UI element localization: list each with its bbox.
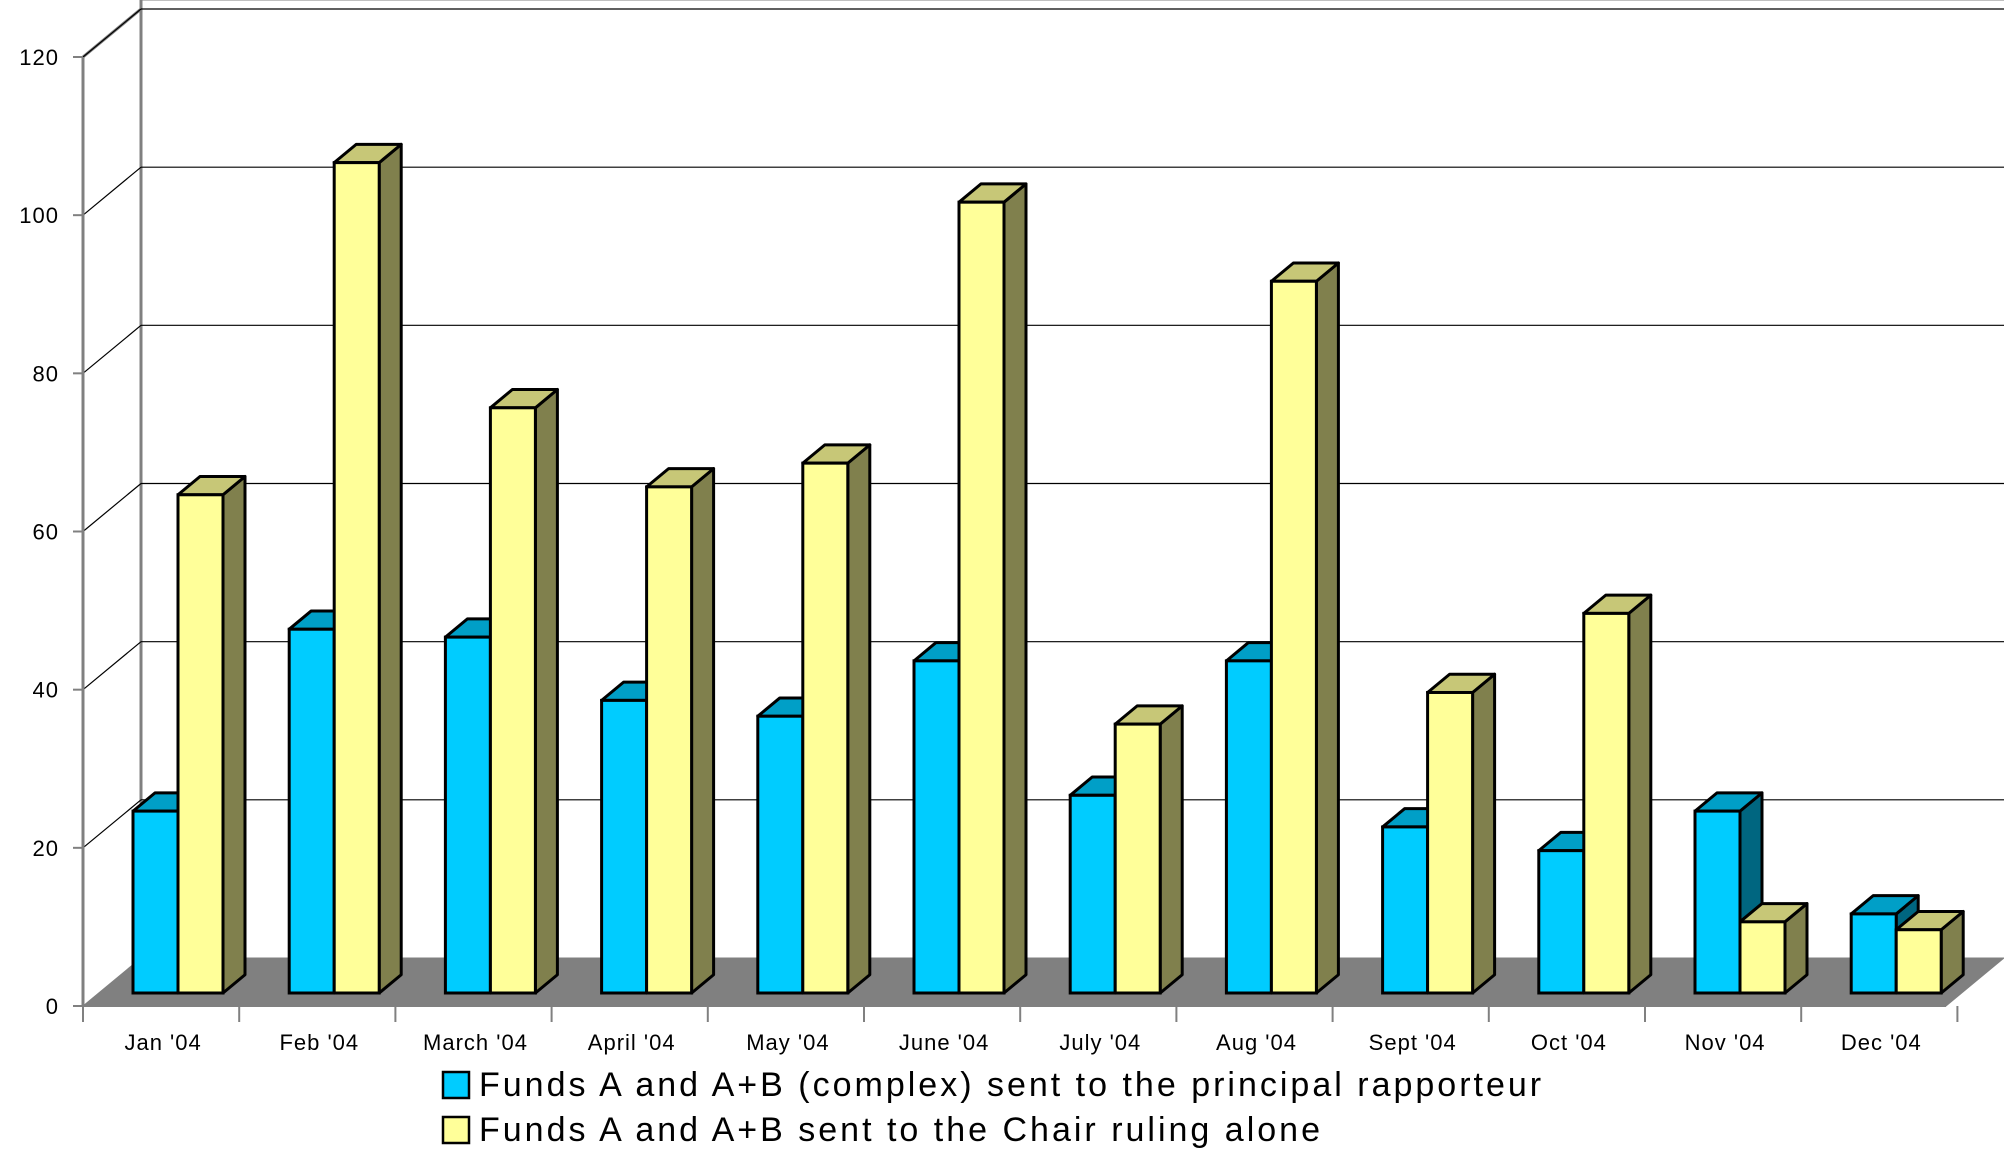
x-tick-label: April '04 xyxy=(588,1030,676,1055)
x-tick-label: March '04 xyxy=(423,1030,528,1055)
x-tick-label: Nov '04 xyxy=(1685,1030,1766,1055)
gridline-depth xyxy=(82,641,142,691)
legend-label: Funds A and A+B sent to the Chair ruling… xyxy=(479,1111,1323,1149)
y-tick-label: 80 xyxy=(33,361,59,386)
bars xyxy=(131,142,1965,995)
legend-label: Funds A and A+B (complex) sent to the pr… xyxy=(479,1066,1544,1104)
bar-front xyxy=(1693,809,1742,995)
bar-front xyxy=(1738,920,1787,995)
bar-series-2 xyxy=(801,443,872,995)
bar-front xyxy=(1113,722,1162,995)
bar-front xyxy=(1068,793,1117,995)
gridline-depth xyxy=(82,324,142,374)
bar-front xyxy=(488,406,537,995)
bar-side xyxy=(1314,261,1340,995)
bar-side xyxy=(1627,593,1653,995)
y-tick-label: 20 xyxy=(33,836,59,861)
bar-front xyxy=(131,809,180,995)
x-tick-label: Oct '04 xyxy=(1531,1030,1607,1055)
bar-series-2 xyxy=(332,142,403,995)
x-axis: Jan '04 Feb '04 March '04 April '04 May '04 J… xyxy=(82,1005,1959,1055)
bar-front xyxy=(176,493,225,995)
legend: Funds A and A+B (complex) sent to the pr… xyxy=(441,1066,1544,1149)
bar-front xyxy=(1537,849,1586,995)
legend-swatch xyxy=(441,1070,471,1100)
y-tick-label: 0 xyxy=(46,994,59,1019)
legend-item: Funds A and A+B (complex) sent to the pr… xyxy=(441,1066,1544,1104)
bar-side xyxy=(690,467,716,995)
bar-series-2 xyxy=(1426,672,1497,995)
bar-front xyxy=(912,659,961,995)
legend-swatch xyxy=(441,1115,471,1145)
bar-side xyxy=(846,443,872,995)
bar-series-2 xyxy=(1269,261,1340,995)
legend-item: Funds A and A+B sent to the Chair ruling… xyxy=(441,1111,1323,1149)
bar-series-2 xyxy=(1113,704,1184,995)
y-axis: 0 20 40 60 80 100 120 xyxy=(19,45,85,1019)
x-tick-label: Aug '04 xyxy=(1216,1030,1297,1055)
bar-front xyxy=(600,698,649,995)
bar-front xyxy=(801,461,850,995)
bar-front xyxy=(756,714,805,995)
bar-front xyxy=(1849,912,1898,995)
bar-series-2 xyxy=(176,475,247,995)
gridline-depth xyxy=(82,166,142,216)
bar-front xyxy=(332,161,381,995)
bar-side xyxy=(377,142,403,995)
bar-series-2 xyxy=(957,182,1028,995)
x-tick-label: June '04 xyxy=(899,1030,990,1055)
bar-side xyxy=(533,388,559,995)
bar-front xyxy=(1582,611,1631,995)
gridline-depth xyxy=(82,8,142,58)
bar-front xyxy=(645,485,694,995)
gridline-depth xyxy=(82,799,142,849)
bar-front xyxy=(287,627,336,995)
bar-front xyxy=(1894,928,1943,995)
bar-side xyxy=(1471,672,1497,995)
bar-front xyxy=(1426,690,1475,995)
x-tick-label: July '04 xyxy=(1059,1030,1141,1055)
y-tick-label: 120 xyxy=(19,45,59,70)
bar-front xyxy=(443,635,492,995)
y-tick-label: 60 xyxy=(33,520,59,545)
bar-front xyxy=(1224,659,1273,995)
x-tick-label: May '04 xyxy=(746,1030,829,1055)
x-tick-label: Dec '04 xyxy=(1841,1030,1922,1055)
bar-side xyxy=(1158,704,1184,995)
bar-front xyxy=(1269,279,1318,995)
bar-series-2 xyxy=(645,467,716,995)
x-tick-label: Sept '04 xyxy=(1369,1030,1457,1055)
x-tick-label: Jan '04 xyxy=(124,1030,201,1055)
bar-series-2 xyxy=(488,388,559,995)
bar-front xyxy=(1381,825,1430,995)
bar-front xyxy=(957,200,1006,995)
bar-side xyxy=(1002,182,1028,995)
x-tick-label: Feb '04 xyxy=(279,1030,359,1055)
y-tick-label: 40 xyxy=(33,678,59,703)
bar-series-2 xyxy=(1582,593,1653,995)
bar-side xyxy=(221,475,247,995)
bar-series-2 xyxy=(1738,902,1809,995)
bar-series-2 xyxy=(1894,909,1965,995)
y-tick-label: 100 xyxy=(19,203,59,228)
gridline-depth xyxy=(82,483,142,532)
